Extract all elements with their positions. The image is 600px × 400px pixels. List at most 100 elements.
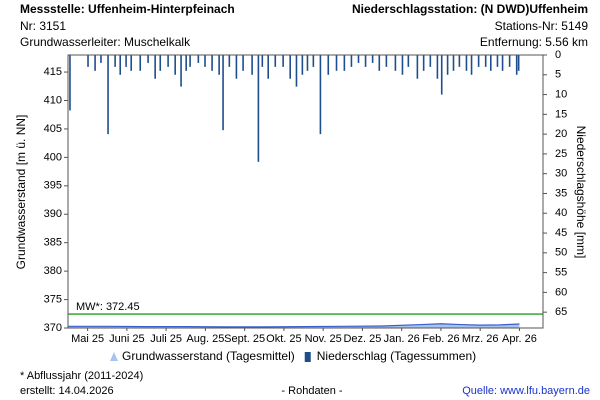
rain-bar <box>125 55 127 67</box>
y-tick-label: 415 <box>44 66 62 78</box>
rain-bar <box>211 55 213 71</box>
y2-tick-label: 45 <box>555 227 567 239</box>
rain-bar <box>429 55 432 67</box>
x-tick-label: Jan. 26 <box>384 333 420 345</box>
rain-bar <box>371 55 374 63</box>
y2-tick-label: 0 <box>555 49 561 61</box>
y-tick-label: 390 <box>44 208 62 220</box>
rain-bar <box>436 55 439 79</box>
rain-bar <box>167 55 169 67</box>
rain-bar <box>446 55 449 75</box>
y2-tick-label: 25 <box>555 148 567 160</box>
rain-bar <box>228 55 231 67</box>
x-tick-label: Mai 25 <box>71 333 104 345</box>
y2-tick-label: 30 <box>555 168 567 180</box>
rain-bar <box>218 55 220 75</box>
x-tick-label: Juli 25 <box>150 333 182 345</box>
rain-bar <box>114 55 116 67</box>
rain-bar <box>422 55 425 71</box>
rain-bar <box>489 55 492 71</box>
source-link[interactable]: Quelle: www.lfu.bayern.de <box>462 385 590 397</box>
rain-bar <box>189 55 191 67</box>
rain-bar <box>257 55 260 162</box>
rain-bar <box>204 55 206 67</box>
data-status: - Rohdaten - <box>281 385 342 397</box>
rain-bar <box>496 55 499 67</box>
y2-tick-label: 55 <box>555 267 567 279</box>
rain-bar <box>452 55 455 71</box>
rain-bar <box>470 55 473 75</box>
rain-bar <box>350 55 353 67</box>
y2-tick-label: 50 <box>555 247 567 259</box>
legend-label: Niederschlag (Tagessummen) <box>317 349 476 363</box>
y-tick-label: 405 <box>44 123 62 135</box>
rain-bar <box>267 55 270 79</box>
x-tick-label: Sept. 25 <box>224 333 265 345</box>
y-tick-label: 395 <box>44 180 62 192</box>
rain-station: Niederschlagsstation: (N DWD)Uffenheim <box>352 2 588 16</box>
rain-bar <box>261 55 264 67</box>
y-tick-label: 400 <box>44 151 62 163</box>
rain-bar <box>87 55 89 67</box>
rain-bar <box>484 55 487 67</box>
rain-bar <box>100 55 102 63</box>
rain-station-number: Stations-Nr: 5149 <box>495 19 589 33</box>
rain-bar <box>306 55 309 71</box>
rain-bar <box>407 55 410 67</box>
rain-bar <box>139 55 142 71</box>
y2-tick-label: 15 <box>555 108 567 120</box>
legend-label: Grundwasserstand (Tagesmittel) <box>122 349 295 363</box>
y-axis-title: Grundwasserstand [m ü. NN] <box>14 115 28 270</box>
rain-bar <box>335 55 338 71</box>
x-tick-label: Aug. 25 <box>186 333 224 345</box>
x-tick-label: Nov. 25 <box>305 333 342 345</box>
rain-bar <box>154 55 156 79</box>
rain-bar <box>222 55 224 131</box>
rain-bar <box>515 55 518 75</box>
rain-bar <box>394 55 397 71</box>
y2-axis-title: Niederschlagshöhe [mm] <box>574 126 588 259</box>
rain-bar <box>401 55 404 75</box>
x-tick-label: Feb. 26 <box>422 333 459 345</box>
x-tick-label: Mrz. 26 <box>462 333 499 345</box>
plot-frame <box>67 54 544 329</box>
rain-bar <box>364 55 367 67</box>
rain-bar <box>465 55 468 71</box>
rain-bar <box>107 55 109 135</box>
rain-bar <box>385 55 388 67</box>
created-date: erstellt: 14.04.2026 <box>20 385 114 397</box>
y2-tick-label: 60 <box>555 286 567 298</box>
y-tick-label: 380 <box>44 265 62 277</box>
rain-bar <box>378 55 381 71</box>
rain-bar <box>458 55 461 67</box>
rain-bar <box>185 55 187 71</box>
rain-bar <box>312 55 315 67</box>
aquifer: Grundwasserleiter: Muschelkalk <box>20 35 191 49</box>
y-tick-label: 375 <box>44 293 62 305</box>
rain-bar <box>319 55 322 135</box>
y-tick-label: 410 <box>44 94 62 106</box>
rain-bar <box>180 55 182 87</box>
rain-bar <box>343 55 346 71</box>
x-tick-label: Dez. 25 <box>343 333 381 345</box>
distance: Entfernung: 5.56 km <box>480 35 588 49</box>
rain-bar <box>517 55 520 71</box>
y2-tick-label: 5 <box>555 69 561 81</box>
mean-label: MW*: 372.45 <box>76 301 140 313</box>
y2-tick-label: 35 <box>555 187 567 199</box>
rain-bar <box>301 55 304 75</box>
rain-bar <box>357 55 360 63</box>
rain-bar <box>416 55 419 79</box>
y-tick-label: 370 <box>44 322 62 334</box>
rain-bar <box>159 55 162 71</box>
footnote: * Abflussjahr (2011-2024) <box>20 370 143 382</box>
rain-bar <box>235 55 238 79</box>
rain-bar <box>130 55 133 71</box>
x-tick-label: Okt. 25 <box>266 333 301 345</box>
station-name: Messstelle: Uffenheim-Hinterpfeinach <box>20 2 235 16</box>
station-number: Nr: 3151 <box>20 19 66 33</box>
rain-bar <box>119 55 122 75</box>
x-tick-label: Juni 25 <box>109 333 144 345</box>
y-tick-label: 385 <box>44 237 62 249</box>
